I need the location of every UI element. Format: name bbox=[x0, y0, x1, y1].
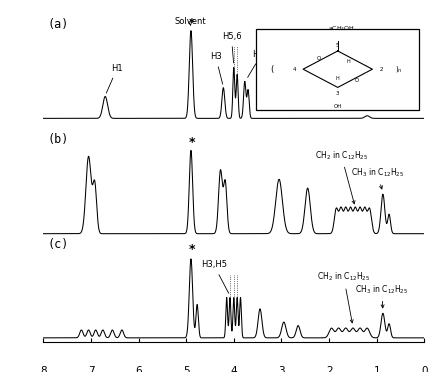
Text: aCH$_2$OH: aCH$_2$OH bbox=[328, 25, 355, 33]
Text: H2,4: H2,4 bbox=[248, 50, 271, 77]
Text: H3,H5: H3,H5 bbox=[201, 260, 229, 293]
Text: *: * bbox=[189, 18, 195, 28]
Text: *: * bbox=[189, 136, 195, 149]
Text: O: O bbox=[355, 78, 359, 83]
Text: 2: 2 bbox=[379, 67, 383, 72]
Text: )$_n$: )$_n$ bbox=[394, 64, 402, 74]
Text: Solvent: Solvent bbox=[174, 17, 206, 26]
Text: H5,6: H5,6 bbox=[222, 32, 241, 63]
Text: H: H bbox=[346, 59, 350, 64]
Text: (a): (a) bbox=[47, 18, 68, 31]
Text: OH: OH bbox=[333, 104, 342, 109]
Text: H3: H3 bbox=[210, 52, 223, 84]
FancyBboxPatch shape bbox=[256, 29, 419, 109]
Text: CH$_2$ in C$_{12}$H$_{25}$: CH$_2$ in C$_{12}$H$_{25}$ bbox=[315, 149, 368, 204]
Text: (: ( bbox=[270, 65, 274, 74]
Text: CH$_2$ in C$_{12}$H$_{25}$: CH$_2$ in C$_{12}$H$_{25}$ bbox=[317, 271, 370, 323]
Text: (c): (c) bbox=[47, 238, 68, 251]
Text: O: O bbox=[317, 56, 321, 61]
Text: CH$_3$ in C$_{12}$H$_{25}$: CH$_3$ in C$_{12}$H$_{25}$ bbox=[355, 283, 408, 308]
Text: 5: 5 bbox=[336, 43, 339, 48]
Text: *: * bbox=[189, 243, 195, 256]
Text: 3: 3 bbox=[336, 92, 339, 96]
Text: H1: H1 bbox=[107, 64, 123, 93]
Text: (b): (b) bbox=[47, 134, 68, 147]
Text: H: H bbox=[336, 76, 339, 81]
Text: 4: 4 bbox=[293, 67, 296, 72]
Text: CH$_3$ in C$_{12}$H$_{25}$: CH$_3$ in C$_{12}$H$_{25}$ bbox=[350, 167, 404, 189]
